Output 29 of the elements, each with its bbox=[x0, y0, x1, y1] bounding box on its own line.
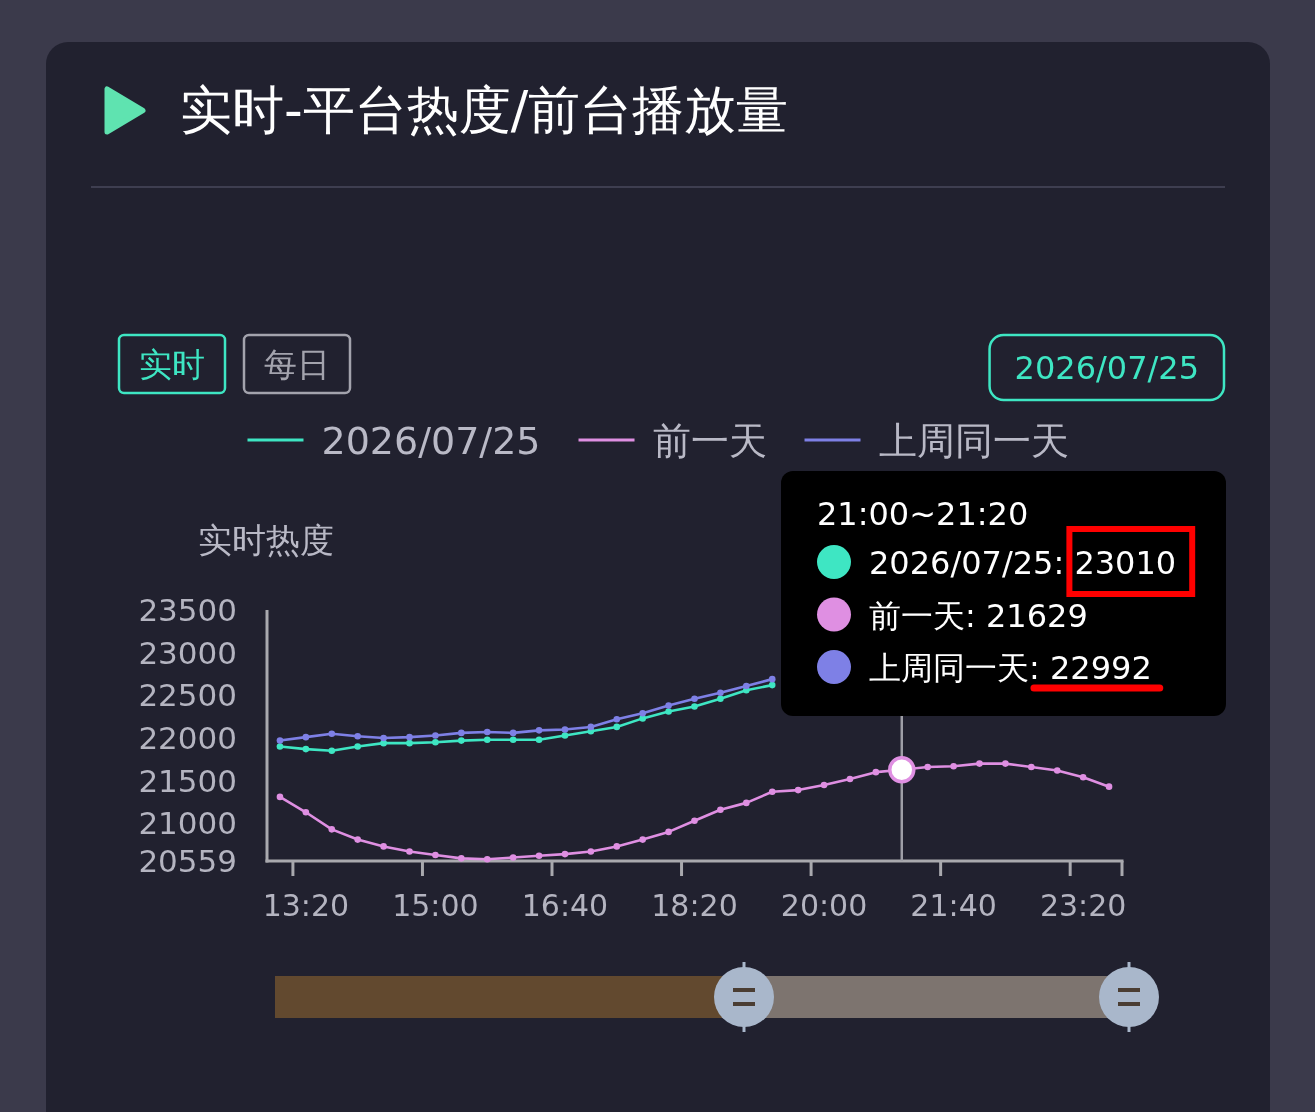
xtick-label: 18:20 bbox=[651, 888, 738, 923]
legend-label: 上周同一天 bbox=[878, 419, 1069, 463]
tooltip-row: 前一天: 21629 bbox=[869, 596, 1088, 635]
tooltip-header: 21:00~21:20 bbox=[817, 495, 1029, 533]
ytick-label: 22500 bbox=[138, 677, 237, 714]
legend-label: 2026/07/25 bbox=[321, 419, 541, 463]
xtick-label: 13:20 bbox=[262, 888, 350, 923]
ytick-label: 22000 bbox=[138, 720, 237, 756]
tooltip-row: 2026/07/25: 23010 bbox=[869, 544, 1177, 582]
ytick-label: 21000 bbox=[138, 805, 237, 842]
xtick-label: 21:40 bbox=[910, 888, 997, 923]
ytick-label: 23500 bbox=[138, 592, 237, 628]
xtick-label: 23:20 bbox=[1039, 888, 1127, 923]
ytick-label: 20559 bbox=[138, 843, 237, 879]
tooltip-row: 上周同一天: 22992 bbox=[869, 649, 1152, 687]
ylabel: 实时热度 bbox=[198, 520, 334, 560]
title: 实时-平台热度/前台播放量 bbox=[180, 80, 789, 140]
button: 实时 bbox=[117, 333, 227, 395]
legend-item: 上周同一天 bbox=[804, 419, 1069, 463]
button: 每日 bbox=[242, 333, 352, 395]
ytick-label: 21500 bbox=[138, 762, 237, 799]
ytick-label: 23000 bbox=[138, 634, 237, 671]
legend-item: 前一天 bbox=[578, 419, 767, 463]
xtick-label: 16:40 bbox=[521, 888, 609, 923]
xtick-label: 20:00 bbox=[780, 888, 868, 923]
legend-label: 前一天 bbox=[652, 419, 767, 463]
xtick-label: 15:00 bbox=[392, 888, 479, 923]
legend-item: 2026/07/25 bbox=[247, 419, 541, 463]
date-picker: 2026/07/25 bbox=[988, 333, 1226, 402]
